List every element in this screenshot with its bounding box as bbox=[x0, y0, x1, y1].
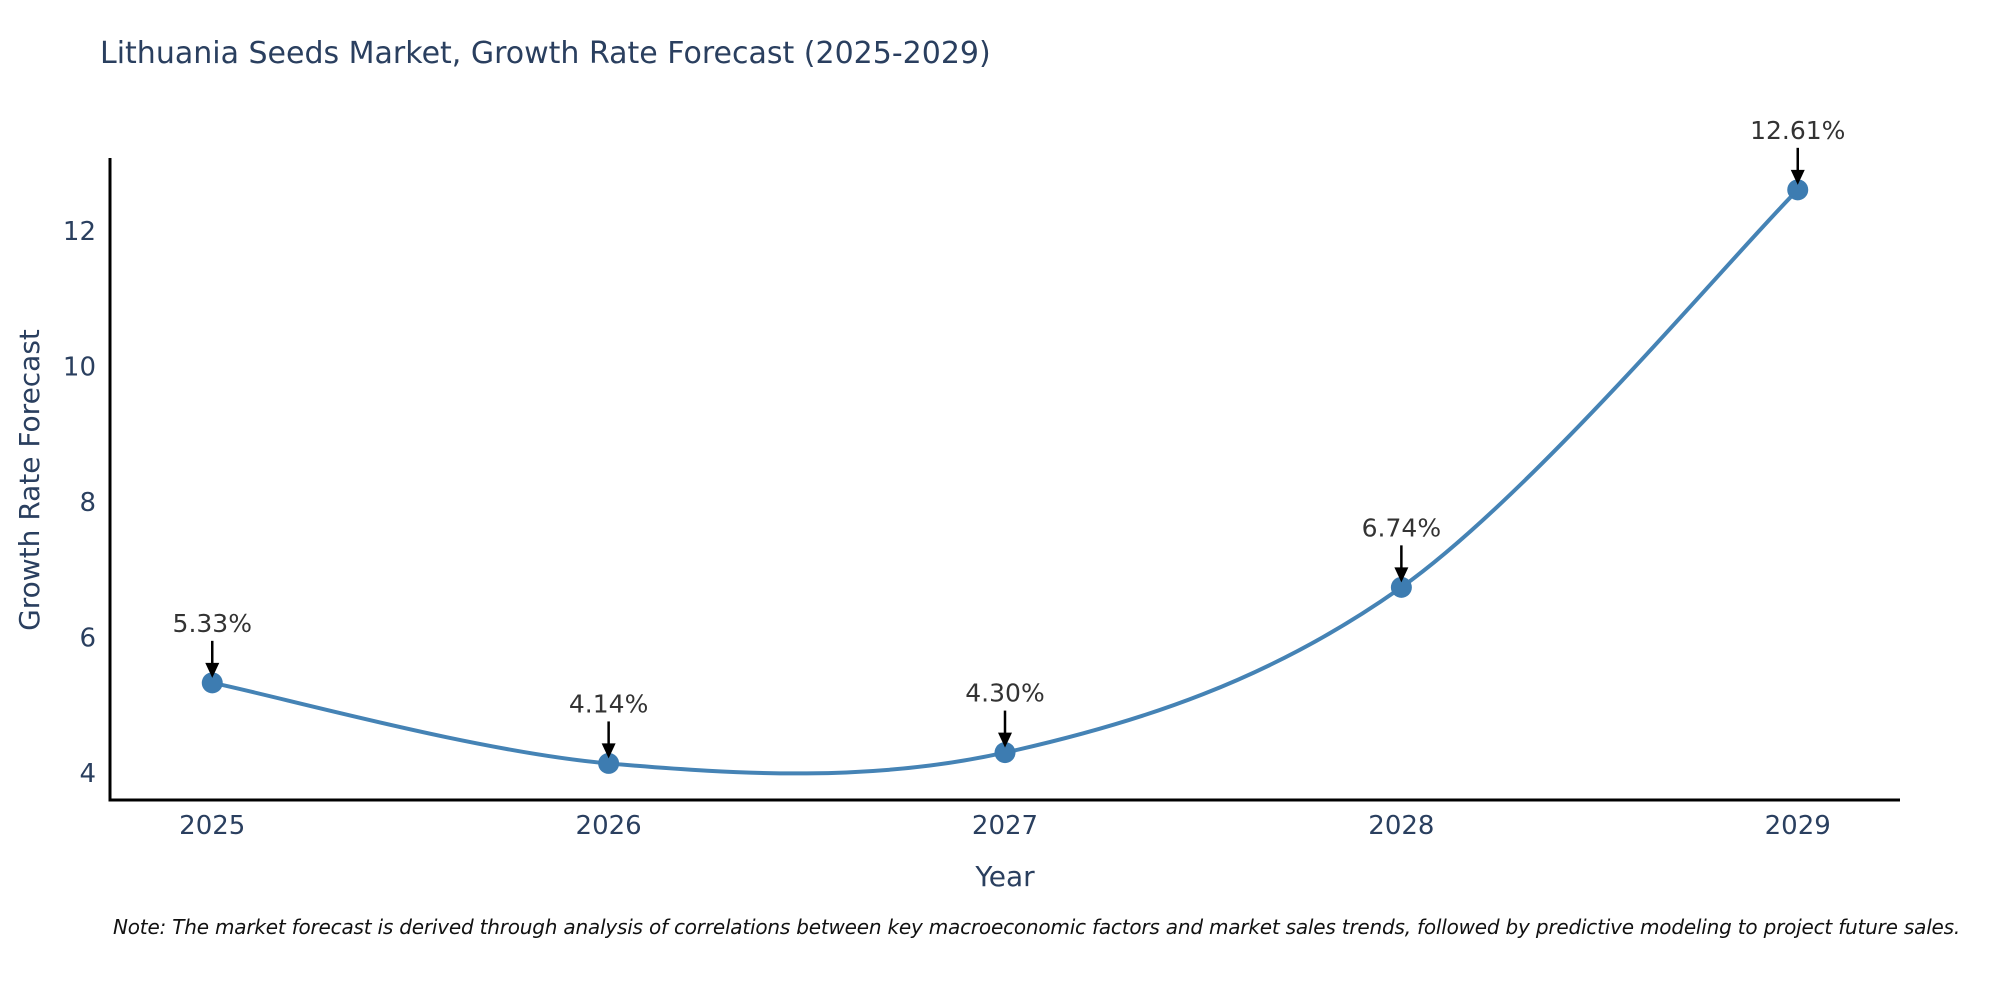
annotation-label: 6.74% bbox=[1362, 513, 1441, 542]
annotation-arrow-head bbox=[998, 732, 1012, 748]
annotation-label: 4.30% bbox=[965, 679, 1044, 708]
annotation-arrow-head bbox=[205, 662, 220, 678]
annotations: 5.33% 4.14% 4.30% 6.74% 12.61% bbox=[173, 116, 1845, 759]
axis-lines bbox=[108, 158, 1900, 802]
x-tick-label: 2026 bbox=[576, 811, 642, 841]
footnote: Note: The market forecast is derived thr… bbox=[113, 915, 1961, 939]
annotation-2025: 5.33% bbox=[173, 609, 252, 678]
x-tick-label: 2025 bbox=[179, 811, 245, 841]
annotation-arrow-head bbox=[1790, 169, 1805, 185]
annotation-2027: 4.30% bbox=[965, 679, 1045, 748]
annotation-2026: 4.14% bbox=[569, 689, 648, 759]
x-tick-label: 2029 bbox=[1765, 811, 1831, 841]
data-point-2028[interactable] bbox=[1390, 576, 1412, 598]
y-tick-label: 12 bbox=[63, 217, 96, 247]
y-axis-ticks: 4 6 8 10 12 bbox=[63, 217, 96, 789]
chart-title: Lithuania Seeds Market, Growth Rate Fore… bbox=[100, 36, 991, 71]
y-tick-label: 6 bbox=[79, 623, 96, 653]
x-axis-ticks: 2025 2026 2027 2028 2029 bbox=[179, 811, 1831, 841]
data-point-2027[interactable] bbox=[994, 742, 1016, 764]
annotation-2028: 6.74% bbox=[1362, 513, 1441, 583]
y-tick-label: 4 bbox=[79, 759, 96, 789]
x-tick-label: 2028 bbox=[1368, 811, 1434, 841]
annotation-label: 5.33% bbox=[173, 609, 252, 638]
data-point-2025[interactable] bbox=[201, 672, 223, 694]
x-tick-label: 2027 bbox=[972, 811, 1038, 841]
y-tick-label: 8 bbox=[79, 488, 96, 518]
annotation-2029: 12.61% bbox=[1750, 116, 1845, 185]
annotation-arrow-head bbox=[601, 743, 616, 759]
data-point-2029[interactable] bbox=[1787, 179, 1809, 201]
x-axis-title: Year bbox=[975, 860, 1035, 893]
annotation-arrow-head bbox=[1394, 567, 1409, 583]
annotation-label: 12.61% bbox=[1750, 116, 1845, 145]
data-point-2026[interactable] bbox=[598, 752, 620, 774]
data-points bbox=[201, 179, 1809, 774]
annotation-label: 4.14% bbox=[569, 689, 648, 718]
y-tick-label: 10 bbox=[63, 353, 96, 383]
